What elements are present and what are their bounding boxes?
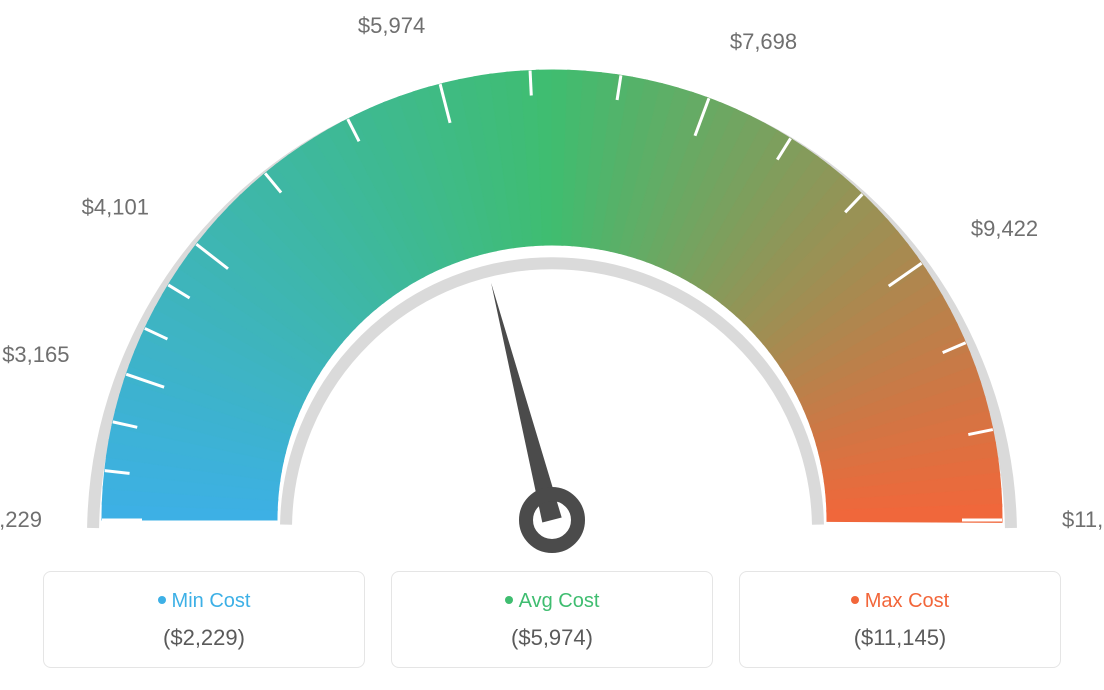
legend-value-avg: ($5,974) [402, 625, 702, 651]
legend-title-text: Max Cost [865, 590, 949, 612]
legend-title-max: Max Cost [750, 590, 1050, 613]
gauge-minor-tick [530, 71, 531, 96]
legend-card-max: Max Cost ($11,145) [739, 571, 1061, 668]
gauge-tick-label: $4,101 [82, 194, 149, 219]
gauge-tick-label: $2,229 [0, 507, 42, 532]
gauge-tick-label: $5,974 [358, 13, 425, 38]
legend-title-avg: Avg Cost [402, 590, 702, 613]
gauge-tick-label: $9,422 [971, 216, 1038, 241]
legend-card-min: Min Cost ($2,229) [43, 571, 365, 668]
legend-dot-icon [505, 596, 513, 604]
legend-title-text: Min Cost [172, 590, 251, 612]
legend-dot-icon [158, 596, 166, 604]
legend-title-min: Min Cost [54, 590, 354, 613]
gauge-needle [491, 283, 562, 523]
legend-row: Min Cost ($2,229) Avg Cost ($5,974) Max Cost… [0, 571, 1104, 668]
gauge-tick-label: $7,698 [730, 29, 797, 54]
legend-value-min: ($2,229) [54, 625, 354, 651]
gauge-arc [102, 70, 1002, 522]
legend-value-max: ($11,145) [750, 625, 1050, 651]
cost-gauge-chart: $2,229 $3,165 $4,101 $5,974 $7,698 $9,422 $11,… [0, 0, 1104, 690]
gauge-tick-label: $3,165 [2, 342, 69, 367]
legend-dot-icon [851, 596, 859, 604]
legend-card-avg: Avg Cost ($5,974) [391, 571, 713, 668]
gauge-tick-label: $11,145 [1062, 507, 1104, 532]
legend-title-text: Avg Cost [519, 590, 600, 612]
